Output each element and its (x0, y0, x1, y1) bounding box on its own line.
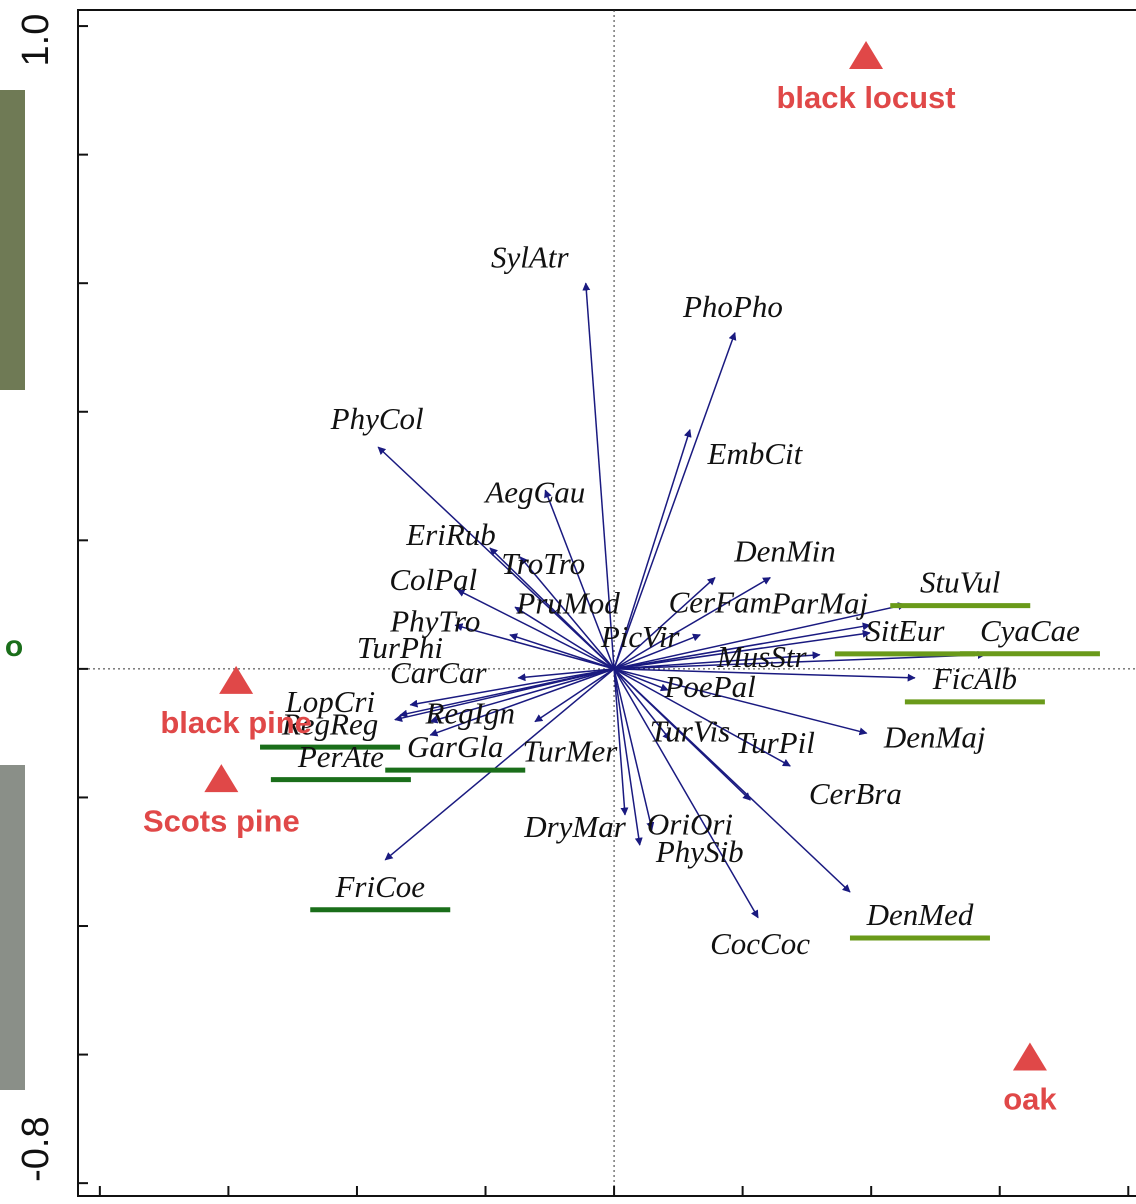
side-label: o (5, 630, 23, 663)
species-label: RegIgn (424, 696, 515, 731)
photo-fragment (0, 90, 25, 390)
species-label: DenMaj (883, 719, 986, 754)
species-label: SylAtr (491, 239, 569, 274)
site-marker (219, 666, 253, 694)
site-label: Scots pine (143, 803, 300, 838)
site-marker (204, 764, 238, 792)
y-tick-label: 1.0 (15, 14, 57, 67)
species-label: EmbCit (707, 436, 804, 471)
species-label: GarGla (407, 729, 503, 764)
chart: o -0.8 1.0 SylAtr PhoPho EmbCit PhyCol AegCau E… (0, 0, 1136, 1204)
photo-fragment (0, 765, 25, 1090)
species-label: TurVis (650, 714, 730, 749)
species-arrow (510, 635, 614, 669)
species-label: PoePal (663, 669, 755, 704)
species-label: CerFam (669, 585, 772, 620)
species-label: PhyCol (330, 401, 424, 436)
species-label: CyaCae (980, 613, 1080, 648)
species-label: PerAte (297, 739, 384, 774)
species-label: CarCar (390, 655, 487, 690)
species-label: DenMed (866, 897, 974, 932)
species-label: DenMin (733, 534, 836, 569)
species-label: FicAlb (932, 661, 1017, 696)
species-label: SitEur (865, 613, 945, 648)
species-label: PhySib (655, 834, 744, 869)
species-label: TurMer (523, 734, 619, 769)
site-label: oak (1003, 1082, 1057, 1117)
species-label: CerBra (809, 776, 902, 811)
species-arrow (614, 669, 758, 918)
species-label: PicVir (600, 619, 681, 654)
species-label: CocCoc (710, 926, 810, 961)
site-label: black locust (776, 80, 955, 115)
species-label: ParMaj (771, 585, 868, 620)
site-label: black pine (160, 705, 312, 740)
species-label: FriCoe (334, 869, 425, 904)
site-marker (1013, 1043, 1047, 1071)
species-label: TurPil (736, 725, 815, 760)
species-label: AegCau (483, 474, 585, 509)
site-marker (849, 41, 883, 69)
species-label: ColPal (389, 562, 477, 597)
species-label: EriRub (405, 517, 496, 552)
y-tick-label: -0.8 (15, 1116, 57, 1181)
species-label: DryMar (523, 809, 627, 844)
species-label: StuVul (920, 565, 1000, 600)
species-label: PruMod (515, 585, 620, 620)
species-label: PhoPho (682, 289, 783, 324)
species-label: TroTro (501, 546, 585, 581)
